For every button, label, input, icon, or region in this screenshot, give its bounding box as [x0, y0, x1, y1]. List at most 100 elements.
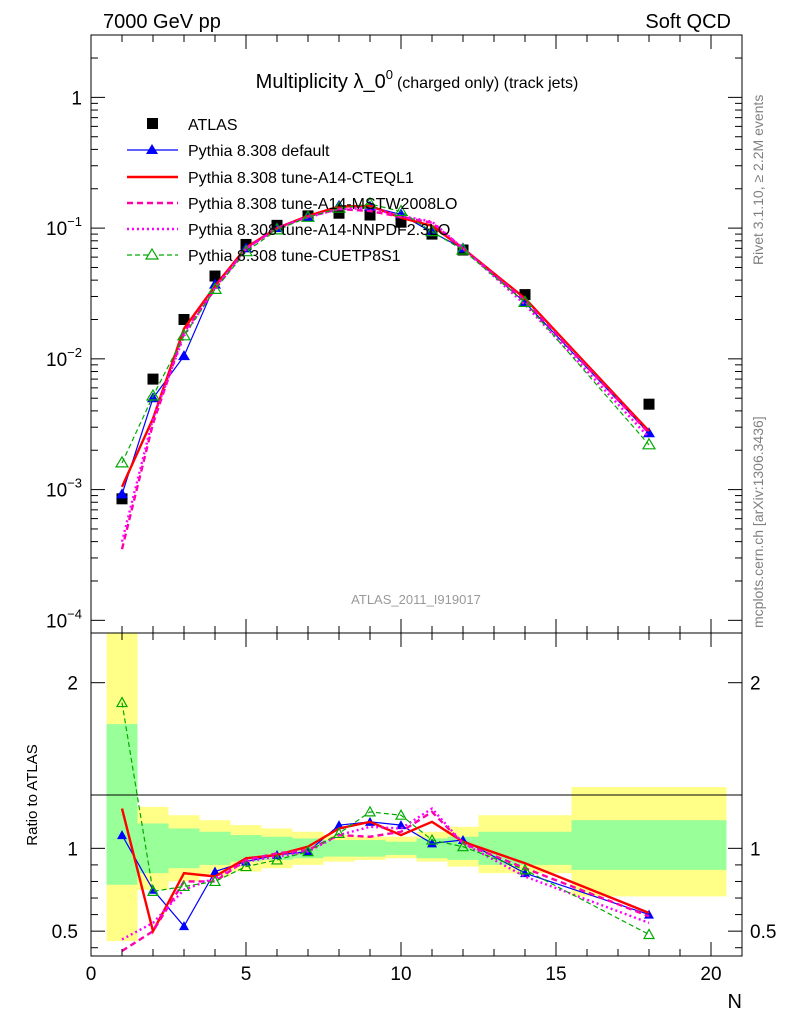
main-data-point-atlas	[519, 289, 531, 301]
main-data-point-cuetp8s1	[517, 295, 533, 308]
ratio-point-cuetp8s1	[177, 880, 191, 892]
ratio-point-cuetp8s1	[456, 840, 470, 852]
ratio-point-cuetp8s1	[642, 928, 656, 940]
ratio-band-green	[416, 838, 448, 859]
ratio-series-layer	[115, 696, 656, 953]
main-data-point-atlas	[395, 216, 407, 228]
ratio-point-cuetp8s1	[301, 845, 315, 857]
main-data-point-cuetp8s1	[207, 282, 223, 294]
main-series-line	[121, 203, 650, 464]
main-data-point-cuetp8s1	[331, 201, 347, 213]
ratio-point-default	[427, 838, 437, 848]
ratio-point-cuetp8s1	[394, 808, 408, 820]
ratio-point-cuetp8s1	[332, 827, 346, 839]
ratio-y-label: Ratio to ATLAS	[24, 744, 41, 845]
main-data-point-atlas	[209, 270, 221, 282]
main-data-point-atlas	[364, 209, 376, 221]
main-data-point-cuetp8s1	[362, 196, 378, 209]
legend-entry-mstw: Pythia 8.308 tune-A14-MSTW2008LO	[127, 196, 457, 213]
y-tick-label-ratio: 0.5	[52, 922, 78, 943]
legend-entry-cuetp8s1: Pythia 8.308 tune-CUETP8S1	[127, 247, 401, 265]
ratio-point-cuetp8s1	[208, 875, 222, 887]
legend-label-cteql1: Pythia 8.308 tune-A14-CTEQL1	[188, 170, 414, 187]
ratio-point-default	[210, 866, 220, 876]
ratio-point-cuetp8s1	[239, 860, 253, 872]
legend: ATLAS Pythia 8.308 default Pythia 8.308 …	[127, 117, 457, 265]
main-plot: 10−4 10−3 10−2 10−1 1 Multiplicity λ_00 (char…	[46, 34, 743, 634]
y-tick-label-ratio: 1	[67, 839, 78, 860]
legend-label-mstw: Pythia 8.308 tune-A14-MSTW2008LO	[188, 196, 457, 213]
ratio-band-green	[354, 840, 386, 857]
legend-entry-cteql1: Pythia 8.308 tune-A14-CTEQL1	[127, 170, 414, 187]
legend-entry-nnpdf: Pythia 8.308 tune-A14-NNPDF2.3LO	[127, 222, 450, 239]
legend-label-nnpdf: Pythia 8.308 tune-A14-NNPDF2.3LO	[188, 222, 450, 239]
main-series-layer	[114, 196, 657, 550]
ratio-bands-layer	[106, 633, 727, 942]
ratio-point-cuetp8s1	[425, 833, 439, 845]
x-tick-label: 15	[545, 964, 566, 985]
main-data-point-atlas	[333, 207, 345, 219]
y-tick-label-main: 10−4	[46, 606, 82, 632]
main-data-point-cuetp8s1	[393, 204, 409, 217]
ratio-series-line	[121, 702, 650, 935]
plot-title-main: Multiplicity λ_0	[256, 71, 386, 93]
main-data-point-atlas	[147, 373, 159, 385]
main-data-point-atlas	[643, 398, 655, 410]
plot-title: Multiplicity λ_00 (charged only) (track j…	[256, 67, 579, 93]
y-tick-label-main: 1	[71, 88, 82, 109]
rivet-label: Rivet 3.1.10, ≥ 2.2M events	[750, 95, 766, 265]
ratio-band-green	[199, 831, 231, 865]
main-data-point-cuetp8s1	[114, 455, 130, 468]
ratio-band-green	[385, 841, 417, 855]
legend-marker-atlas	[147, 118, 158, 129]
main-data-point-cuetp8s1	[641, 437, 657, 450]
main-y-axis: 10−4 10−3 10−2 10−1 1	[46, 34, 743, 633]
analysis-watermark: ATLAS_2011_I919017	[351, 592, 481, 607]
ratio-series-line	[121, 807, 650, 941]
main-data-point-cuetp8s1	[424, 224, 440, 237]
y-tick-label-main: 10−3	[46, 476, 82, 502]
x-tick-label: 5	[241, 964, 252, 985]
main-data-point-cuetp8s1	[455, 242, 471, 255]
main-data-point-atlas	[178, 313, 190, 325]
y-tick-label-main: 10−2	[46, 345, 82, 371]
legend-label-atlas: ATLAS	[188, 117, 238, 134]
ratio-band-green	[168, 828, 200, 869]
y-tick-label-main: 10−1	[46, 214, 82, 240]
legend-entry-atlas: ATLAS	[147, 117, 238, 134]
main-data-point-cuetp8s1	[145, 388, 161, 401]
legend-marker-cuetp8s1	[144, 247, 160, 260]
plot-title-sup: 0	[386, 67, 393, 82]
main-data-point-default	[178, 350, 190, 361]
legend-marker-default	[146, 144, 158, 154]
y-tick-label-ratio-right: 2	[750, 674, 761, 695]
x-axis-label: N	[728, 991, 742, 1013]
main-data-point-cuetp8s1	[238, 244, 254, 257]
ratio-point-cuetp8s1	[363, 805, 377, 817]
main-data-point-cuetp8s1	[176, 328, 192, 341]
y-tick-label-ratio: 2	[67, 674, 78, 695]
ratio-band-green	[106, 724, 138, 885]
y-tick-label-ratio-right: 0.5	[750, 922, 776, 943]
header-right: Soft QCD	[645, 11, 731, 33]
ratio-point-cuetp8s1	[146, 885, 160, 897]
main-data-point-cuetp8s1	[269, 222, 285, 235]
ratio-plot-frame	[90, 632, 743, 957]
main-data-point-cuetp8s1	[300, 210, 316, 222]
y-tick-label-ratio-right: 1	[750, 839, 761, 860]
ratio-band-green	[323, 840, 355, 857]
ratio-point-default	[396, 820, 406, 830]
main-data-point-default	[116, 488, 128, 499]
plot-title-suffix: (charged only) (track jets)	[397, 75, 578, 92]
legend-label-default: Pythia 8.308 default	[188, 143, 330, 160]
mcplots-label: mcplots.cern.ch [arXiv:1306.3436]	[750, 416, 766, 628]
ratio-band-green	[447, 836, 479, 860]
ratio-point-cuetp8s1	[518, 863, 532, 875]
header-left: 7000 GeV pp	[103, 11, 221, 33]
ratio-point-default	[179, 921, 189, 931]
legend-entry-default: Pythia 8.308 default	[127, 143, 330, 160]
ratio-band-green	[137, 823, 169, 874]
ratio-band-green	[478, 831, 572, 865]
ratio-plot: 0.5 0.51 12 20 5 10 15 20 Ratio to ATLAS N	[24, 632, 776, 1013]
